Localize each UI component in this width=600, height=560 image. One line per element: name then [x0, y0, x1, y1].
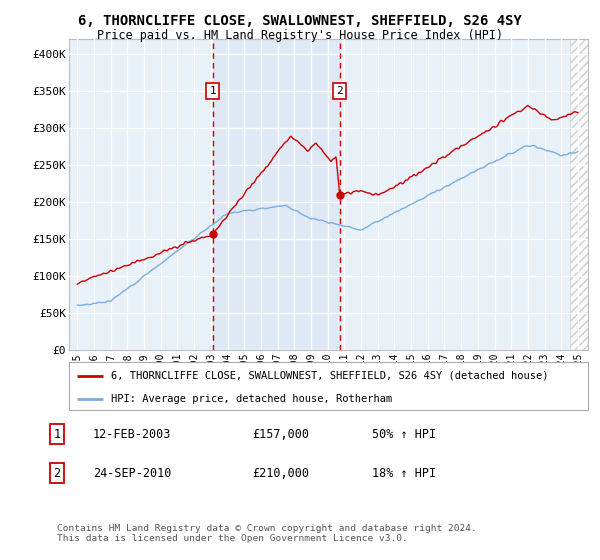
Text: 6, THORNCLIFFE CLOSE, SWALLOWNEST, SHEFFIELD, S26 4SY (detached house): 6, THORNCLIFFE CLOSE, SWALLOWNEST, SHEFF…: [110, 371, 548, 381]
Text: Contains HM Land Registry data © Crown copyright and database right 2024.
This d: Contains HM Land Registry data © Crown c…: [57, 524, 477, 543]
Text: Price paid vs. HM Land Registry's House Price Index (HPI): Price paid vs. HM Land Registry's House …: [97, 29, 503, 42]
Text: 18% ↑ HPI: 18% ↑ HPI: [372, 466, 436, 480]
Text: 6, THORNCLIFFE CLOSE, SWALLOWNEST, SHEFFIELD, S26 4SY: 6, THORNCLIFFE CLOSE, SWALLOWNEST, SHEFF…: [78, 14, 522, 28]
Text: 2: 2: [53, 466, 61, 480]
Bar: [212, 39, 340, 350]
Text: HPI: Average price, detached house, Rotherham: HPI: Average price, detached house, Roth…: [110, 394, 392, 404]
Text: £157,000: £157,000: [252, 427, 309, 441]
Text: 1: 1: [53, 427, 61, 441]
Text: £210,000: £210,000: [252, 466, 309, 480]
Text: 2: 2: [337, 86, 343, 96]
Text: 50% ↑ HPI: 50% ↑ HPI: [372, 427, 436, 441]
Text: 12-FEB-2003: 12-FEB-2003: [93, 427, 172, 441]
Text: 24-SEP-2010: 24-SEP-2010: [93, 466, 172, 480]
Text: 1: 1: [209, 86, 216, 96]
